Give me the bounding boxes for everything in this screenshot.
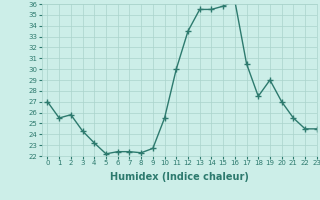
- X-axis label: Humidex (Indice chaleur): Humidex (Indice chaleur): [110, 172, 249, 182]
